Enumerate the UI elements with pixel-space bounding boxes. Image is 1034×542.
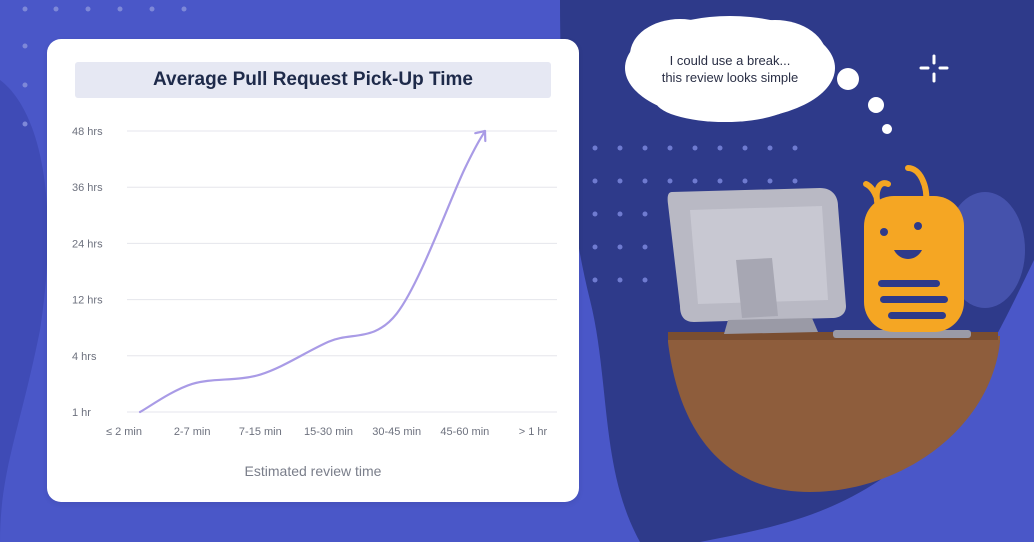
y-tick-label: 48 hrs: [72, 126, 103, 138]
desk: [668, 336, 1000, 492]
lower-right-wave: [700, 260, 1034, 542]
x-axis-label: Estimated review time: [244, 463, 382, 479]
sparkle-icon: [919, 54, 949, 83]
dot-grid-right: [592, 145, 798, 283]
thought-bubble: [625, 16, 892, 134]
x-tick-label: 30-45 min: [372, 426, 421, 438]
thought-bubble-text: I could use a break... this review looks…: [640, 52, 820, 86]
line-chart: 1 hr 4 hrs 12 hrs 24 hrs 36 hrs 48 hrs ≤ 2 min…: [72, 126, 557, 438]
x-tick-label: > 1 hr: [519, 426, 548, 438]
dot-grid-top-left: [22, 6, 187, 127]
desk-top-edge: [668, 332, 998, 340]
x-tick-label: 15-30 min: [304, 426, 353, 438]
computer-monitor: [667, 188, 971, 338]
y-tick-label: 24 hrs: [72, 238, 103, 250]
series-arrowhead: [474, 129, 487, 143]
x-tick-label: 7-15 min: [239, 426, 282, 438]
thought-line-1: I could use a break...: [669, 53, 791, 68]
y-tick-label: 36 hrs: [72, 182, 103, 194]
bee-wing: [945, 192, 1025, 308]
y-tick-label: 1 hr: [72, 407, 91, 419]
thought-line-2: this review looks simple: [661, 70, 799, 85]
y-tick-label: 4 hrs: [72, 351, 97, 363]
chart-card: Average Pull Request Pick-Up Time 1 hr 4 …: [47, 39, 579, 502]
x-tick-label: 45-60 min: [440, 426, 489, 438]
x-tick-label: ≤ 2 min: [106, 426, 142, 438]
chart-title: Average Pull Request Pick-Up Time: [153, 69, 473, 90]
keyboard: [833, 330, 971, 338]
bee-character: [863, 165, 1025, 332]
y-tick-label: 12 hrs: [72, 295, 103, 307]
series-line: [138, 129, 487, 414]
chart-title-bar: Average Pull Request Pick-Up Time: [75, 62, 551, 98]
x-tick-label: 2-7 min: [174, 426, 211, 438]
left-backdrop-shape: [0, 80, 48, 542]
